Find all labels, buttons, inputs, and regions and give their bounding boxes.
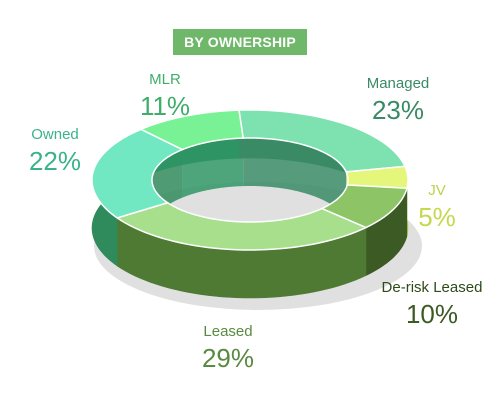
slice-label-mlr: MLR 11%: [95, 72, 235, 119]
slice-name: Leased: [203, 323, 253, 340]
slice-label-managed: Managed 23%: [328, 76, 468, 123]
slice-percentage: 29%: [201, 343, 255, 373]
chart-title: BY OWNERSHIP: [173, 29, 307, 55]
slice-label-leased: Leased 29%: [158, 324, 298, 371]
slice-percentage: 23%: [371, 95, 425, 125]
slice-name: MLR: [149, 71, 181, 88]
slice-name: Managed: [366, 75, 430, 92]
slice-percentage: 10%: [405, 299, 459, 329]
slice-name: JV: [428, 182, 446, 199]
slice-percentage: 22%: [28, 146, 82, 176]
slice-percentage: 5%: [418, 202, 456, 232]
slice-percentage: 11%: [139, 91, 191, 121]
slice-name: De-risk Leased: [381, 279, 483, 296]
slice-label-de-risk-leased: De-risk Leased 10%: [362, 280, 501, 327]
slice-label-jv: JV 5%: [367, 183, 501, 230]
slice-label-owned: Owned 22%: [0, 127, 125, 174]
slice-name: Owned: [31, 126, 79, 143]
slice-tops: [91, 109, 409, 251]
slice-mlr: [139, 109, 245, 151]
